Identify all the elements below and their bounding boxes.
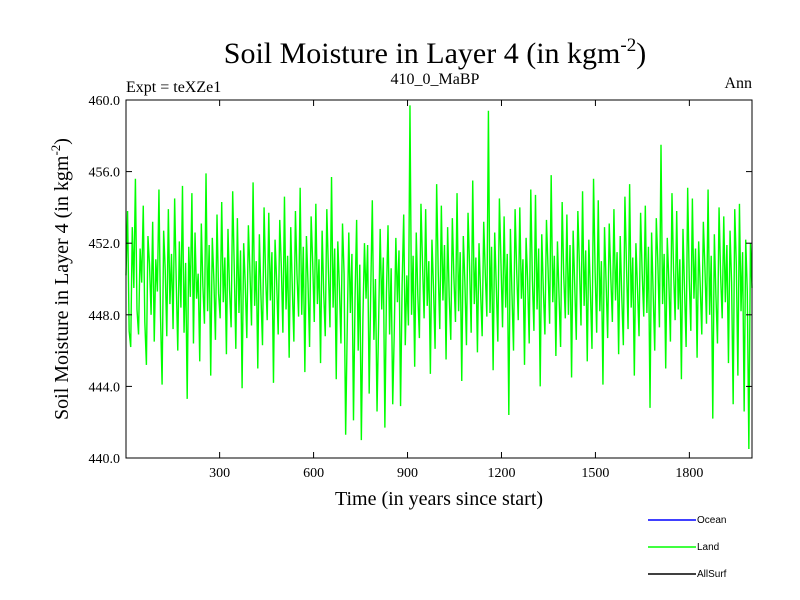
x-tick-label: 600	[303, 466, 324, 481]
x-tick-label: 1800	[675, 466, 703, 481]
y-tick-label: 444.0	[89, 380, 121, 395]
y-tick-label: 448.0	[89, 309, 121, 324]
legend-label-allsurf: AllSurf	[697, 569, 727, 580]
legend-label-land: Land	[697, 542, 719, 553]
legend-item-land: Land	[648, 542, 719, 553]
subtitle-center: 410_0_MaBP	[391, 71, 480, 88]
subtitle-left: Expt = teXZe1	[126, 79, 221, 96]
y-tick-label: 456.0	[89, 166, 121, 181]
x-axis-label: Time (in years since start)	[335, 488, 543, 510]
x-tick-label: 900	[397, 466, 418, 481]
x-tick-label: 1200	[487, 466, 515, 481]
legend-item-ocean: Ocean	[648, 515, 726, 526]
y-tick-label: 440.0	[89, 452, 121, 467]
x-tick-label: 300	[209, 466, 230, 481]
y-tick-label: 460.0	[89, 94, 121, 109]
x-axis-ticks: 300 600 900 1200 1500 1800	[209, 100, 703, 481]
legend: Ocean Land AllSurf	[648, 515, 727, 580]
subtitle-right: Ann	[724, 75, 752, 92]
plot-series	[125, 105, 753, 450]
x-tick-label: 1500	[581, 466, 609, 481]
y-tick-label: 452.0	[89, 237, 121, 252]
legend-item-allsurf: AllSurf	[648, 569, 727, 580]
plot-frame	[125, 99, 753, 459]
chart-title: Soil Moisture in Layer 4 (in kgm-2)	[224, 35, 646, 70]
legend-label-ocean: Ocean	[697, 515, 726, 526]
series-line-land	[125, 105, 753, 450]
y-axis-label: Soil Moisture in Layer 4 (in kgm-2)	[48, 138, 73, 420]
